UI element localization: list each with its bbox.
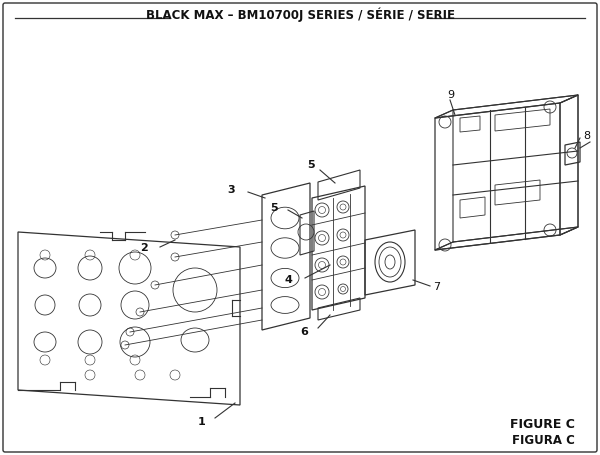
Text: 3: 3 [227,185,235,195]
Text: FIGURA C: FIGURA C [512,434,575,446]
Text: 2: 2 [140,243,148,253]
Text: BLACK MAX – BM10700J SERIES / SÉRIE / SERIE: BLACK MAX – BM10700J SERIES / SÉRIE / SE… [146,8,455,22]
Text: 8: 8 [583,131,590,141]
Text: 4: 4 [284,275,292,285]
Text: 9: 9 [447,90,454,100]
Text: 6: 6 [300,327,308,337]
Text: 5: 5 [271,203,278,213]
Text: 1: 1 [197,417,205,427]
Text: 5: 5 [307,160,315,170]
Text: FIGURE C: FIGURE C [510,419,575,431]
Text: 7: 7 [433,282,440,292]
